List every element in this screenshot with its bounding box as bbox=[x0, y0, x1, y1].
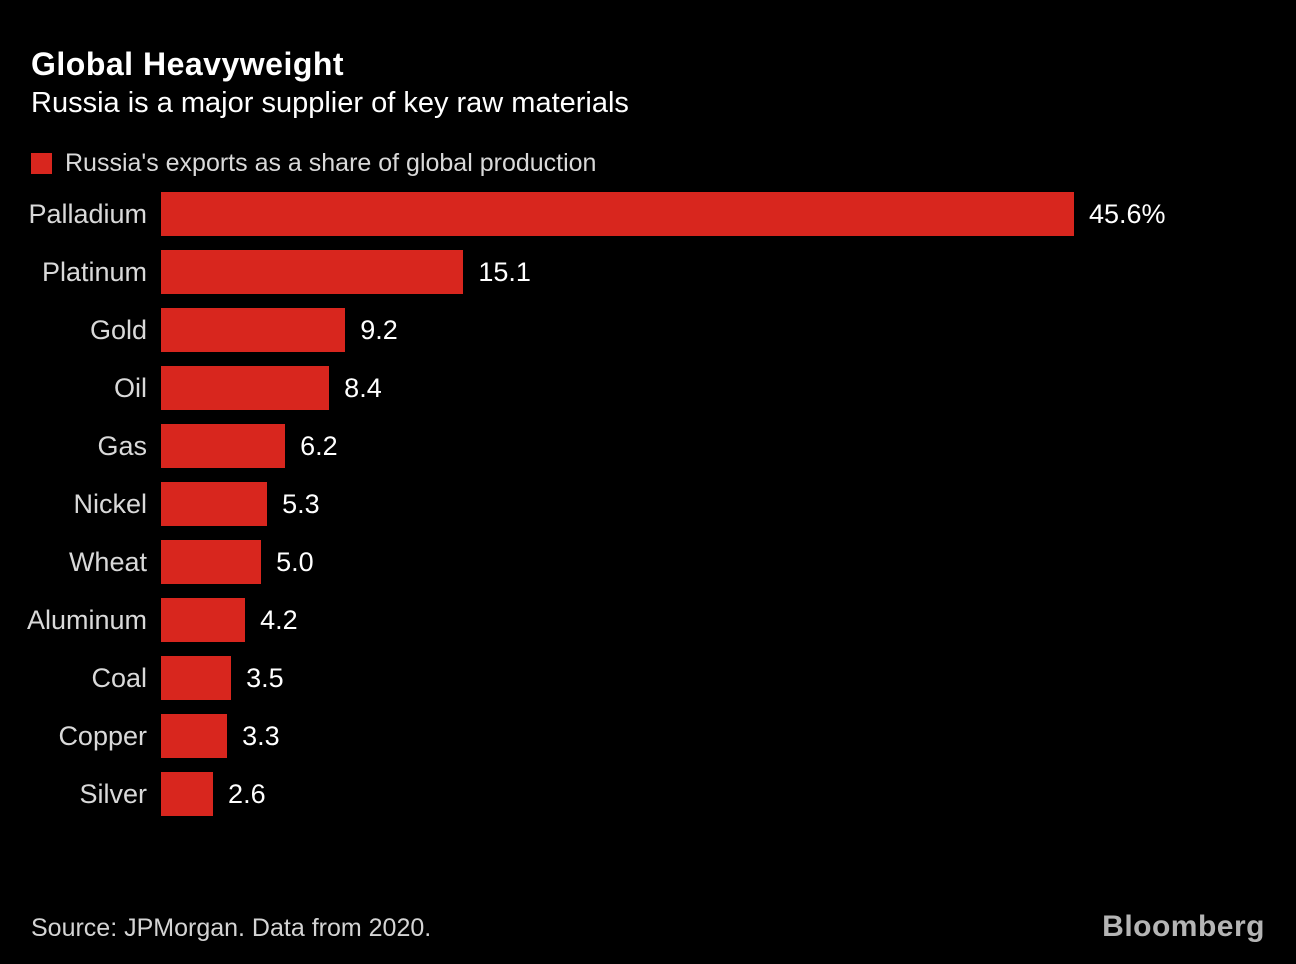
bar bbox=[161, 656, 232, 700]
value-label: 8.4 bbox=[344, 372, 382, 403]
bar-row: Oil 8.4 bbox=[0, 366, 1296, 410]
category-label: Gas bbox=[97, 431, 147, 461]
value-label: 4.2 bbox=[260, 604, 298, 635]
category-label: Palladium bbox=[28, 199, 147, 229]
bar-row: Platinum 15.1 bbox=[0, 250, 1296, 294]
value-label: 9.2 bbox=[360, 314, 398, 345]
value-label: 6.2 bbox=[300, 430, 338, 461]
category-label: Gold bbox=[89, 315, 147, 345]
bar-track: 4.2 bbox=[161, 598, 1074, 642]
value-label: 5.3 bbox=[282, 488, 320, 519]
legend-swatch-icon bbox=[31, 152, 52, 174]
bar-track: 8.4 bbox=[161, 366, 1074, 410]
bar bbox=[161, 250, 464, 294]
chart-footer: Source: JPMorgan. Data from 2020. Bloomb… bbox=[0, 910, 1296, 944]
chart-header: Global Heavyweight Russia is a major sup… bbox=[0, 0, 1296, 122]
bar-chart: Palladium 45.6% Platinum 15.1 Gold 9.2 O… bbox=[0, 192, 1296, 816]
value-label: 3.3 bbox=[242, 720, 280, 751]
bar bbox=[161, 772, 214, 816]
bar-track: 3.5 bbox=[161, 656, 1074, 700]
bar-track: 6.2 bbox=[161, 424, 1074, 468]
legend-label: Russia's exports as a share of global pr… bbox=[65, 149, 597, 177]
category-label: Copper bbox=[58, 721, 147, 751]
bar-row: Copper 3.3 bbox=[0, 714, 1296, 758]
bar bbox=[161, 366, 330, 410]
bar-track: 5.3 bbox=[161, 482, 1074, 526]
value-label: 3.5 bbox=[246, 662, 284, 693]
bar-track: 2.6 bbox=[161, 772, 1074, 816]
category-label: Oil bbox=[114, 373, 147, 403]
chart-subtitle: Russia is a major supplier of key raw ma… bbox=[31, 87, 629, 119]
category-label: Silver bbox=[79, 779, 147, 809]
bar-row: Palladium 45.6% bbox=[0, 192, 1296, 236]
bar-row: Wheat 5.0 bbox=[0, 540, 1296, 584]
bar-row: Nickel 5.3 bbox=[0, 482, 1296, 526]
bar-row: Aluminum 4.2 bbox=[0, 598, 1296, 642]
bar bbox=[161, 308, 346, 352]
bar-track: 5.0 bbox=[161, 540, 1074, 584]
chart-legend: Russia's exports as a share of global pr… bbox=[31, 150, 1296, 176]
bloomberg-logo: Bloomberg bbox=[1102, 910, 1265, 943]
bar-row: Coal 3.5 bbox=[0, 656, 1296, 700]
bar-track: 9.2 bbox=[161, 308, 1074, 352]
bar bbox=[161, 540, 262, 584]
category-label: Platinum bbox=[41, 257, 147, 287]
bar bbox=[161, 424, 286, 468]
source-note: Source: JPMorgan. Data from 2020. bbox=[31, 914, 432, 942]
bar-row: Gold 9.2 bbox=[0, 308, 1296, 352]
bar bbox=[161, 192, 1074, 236]
bar-track: 45.6% bbox=[161, 192, 1166, 236]
bar bbox=[161, 598, 246, 642]
bar-track: 15.1 bbox=[161, 250, 1074, 294]
category-label: Wheat bbox=[68, 547, 147, 577]
value-label: 15.1 bbox=[478, 256, 531, 287]
category-label: Coal bbox=[91, 663, 147, 693]
value-label: 45.6% bbox=[1089, 198, 1166, 229]
value-label: 2.6 bbox=[228, 778, 266, 809]
chart-title: Global Heavyweight bbox=[31, 46, 345, 82]
bar-row: Silver 2.6 bbox=[0, 772, 1296, 816]
category-label: Nickel bbox=[73, 489, 147, 519]
bar bbox=[161, 714, 228, 758]
value-label: 5.0 bbox=[276, 546, 314, 577]
category-label: Aluminum bbox=[26, 605, 147, 635]
bar-row: Gas 6.2 bbox=[0, 424, 1296, 468]
bar bbox=[161, 482, 268, 526]
bar-track: 3.3 bbox=[161, 714, 1074, 758]
